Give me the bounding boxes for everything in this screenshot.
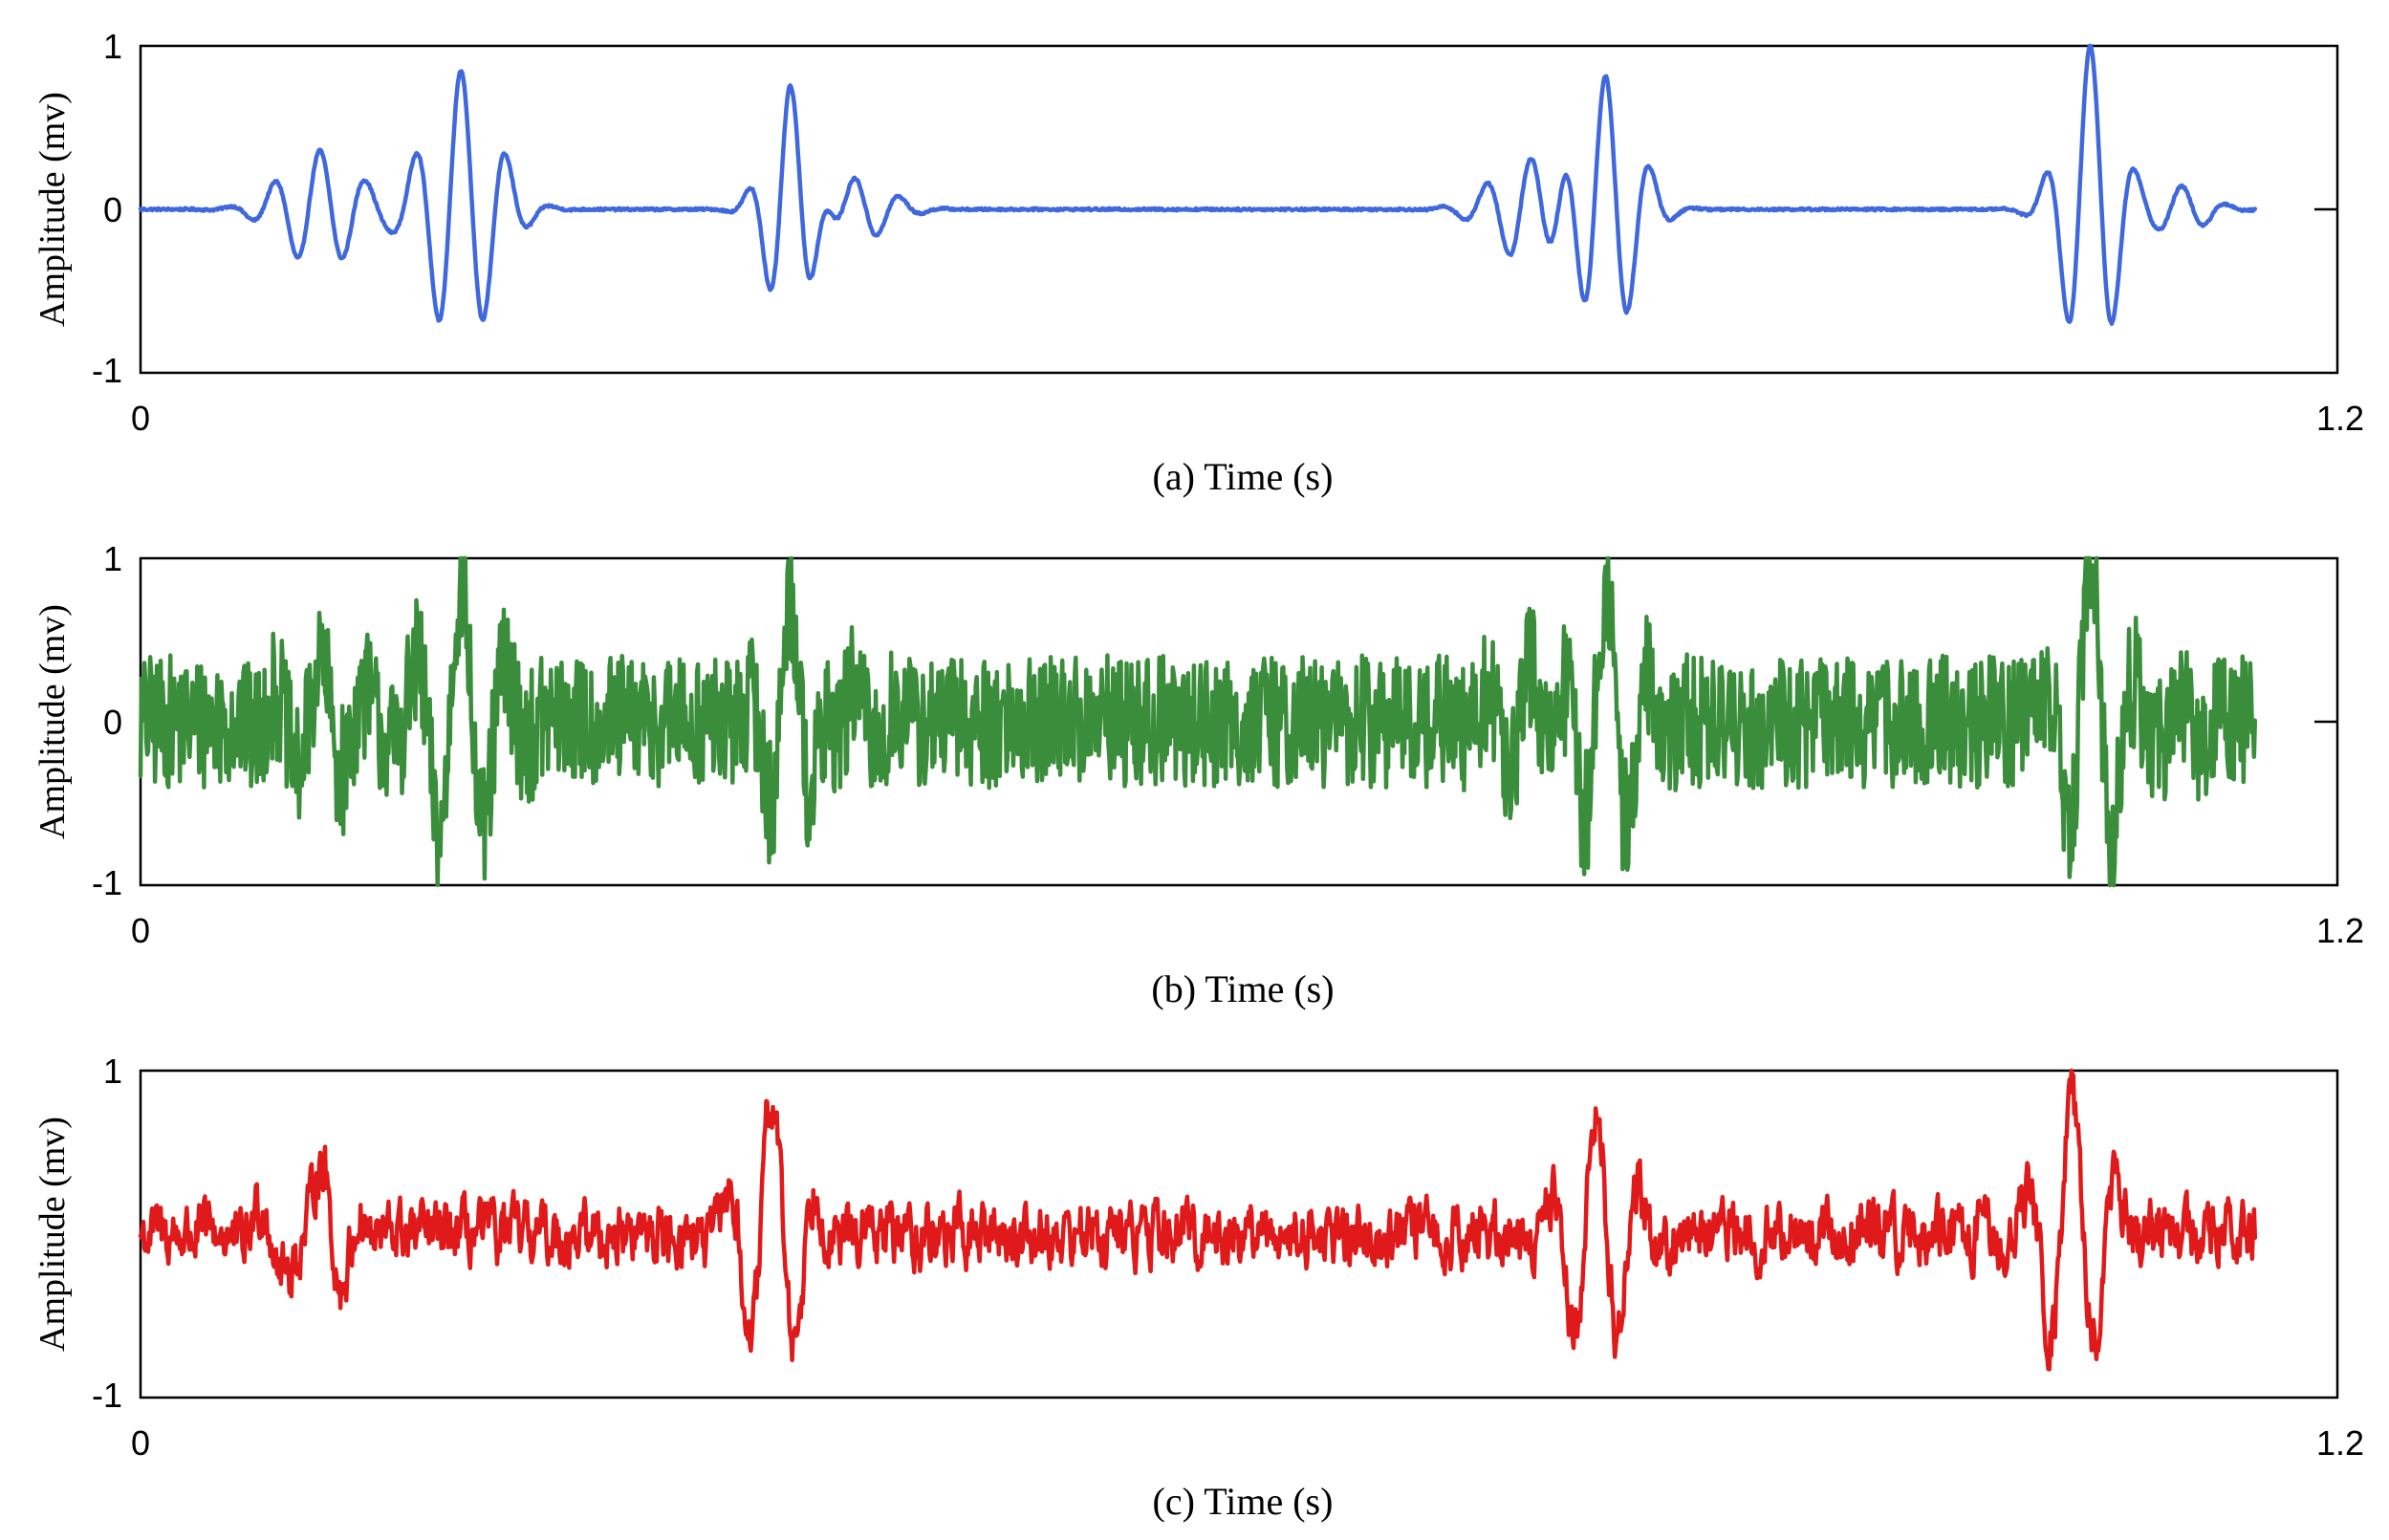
x-tick-label-b-1: 0 [131,911,150,950]
y-tick-label-b-3: -1 [92,863,122,902]
x-axis-label-c: (c) Time (s) [1153,1480,1334,1523]
x-axis-label-a: (a) Time (s) [1153,455,1334,498]
y-tick-label-a-3: -1 [92,351,122,390]
x-tick-label-b-2: 1.2 [2316,911,2364,950]
y-axis-label-c: Amplitude (mv) [33,1117,73,1352]
panel-c: 1 -1 0 1.2 (c) Time (s) Amplitude (mv) [33,1052,2364,1523]
panel-b: 1 0 -1 0 1.2 (b) Time (s) Amplitude (mv) [33,539,2364,1010]
y-tick-label-a-1: 1 [103,27,122,66]
series-line-a [138,43,2258,326]
y-axis-label-a: Amplitude (mv) [33,92,73,327]
panel-a: 1 0 -1 0 1.2 (a) Time (s) Amplitude (mv) [33,27,2364,498]
y-tick-label-c-2: -1 [92,1376,122,1415]
x-tick-label-a-2: 1.2 [2316,399,2364,438]
x-tick-label-c-2: 1.2 [2316,1423,2364,1463]
x-tick-label-c-1: 0 [131,1423,150,1463]
y-tick-label-b-1: 1 [103,539,122,578]
y-tick-label-c-1: 1 [103,1052,122,1091]
x-tick-label-a-1: 0 [131,399,150,438]
y-axis-label-b: Amplitude (mv) [33,604,73,839]
y-tick-label-b-2: 0 [103,703,122,742]
series-line-b [138,555,2258,888]
y-tick-label-a-2: 0 [103,190,122,229]
x-axis-label-b: (b) Time (s) [1151,967,1334,1010]
series-line-c [138,1068,2258,1372]
